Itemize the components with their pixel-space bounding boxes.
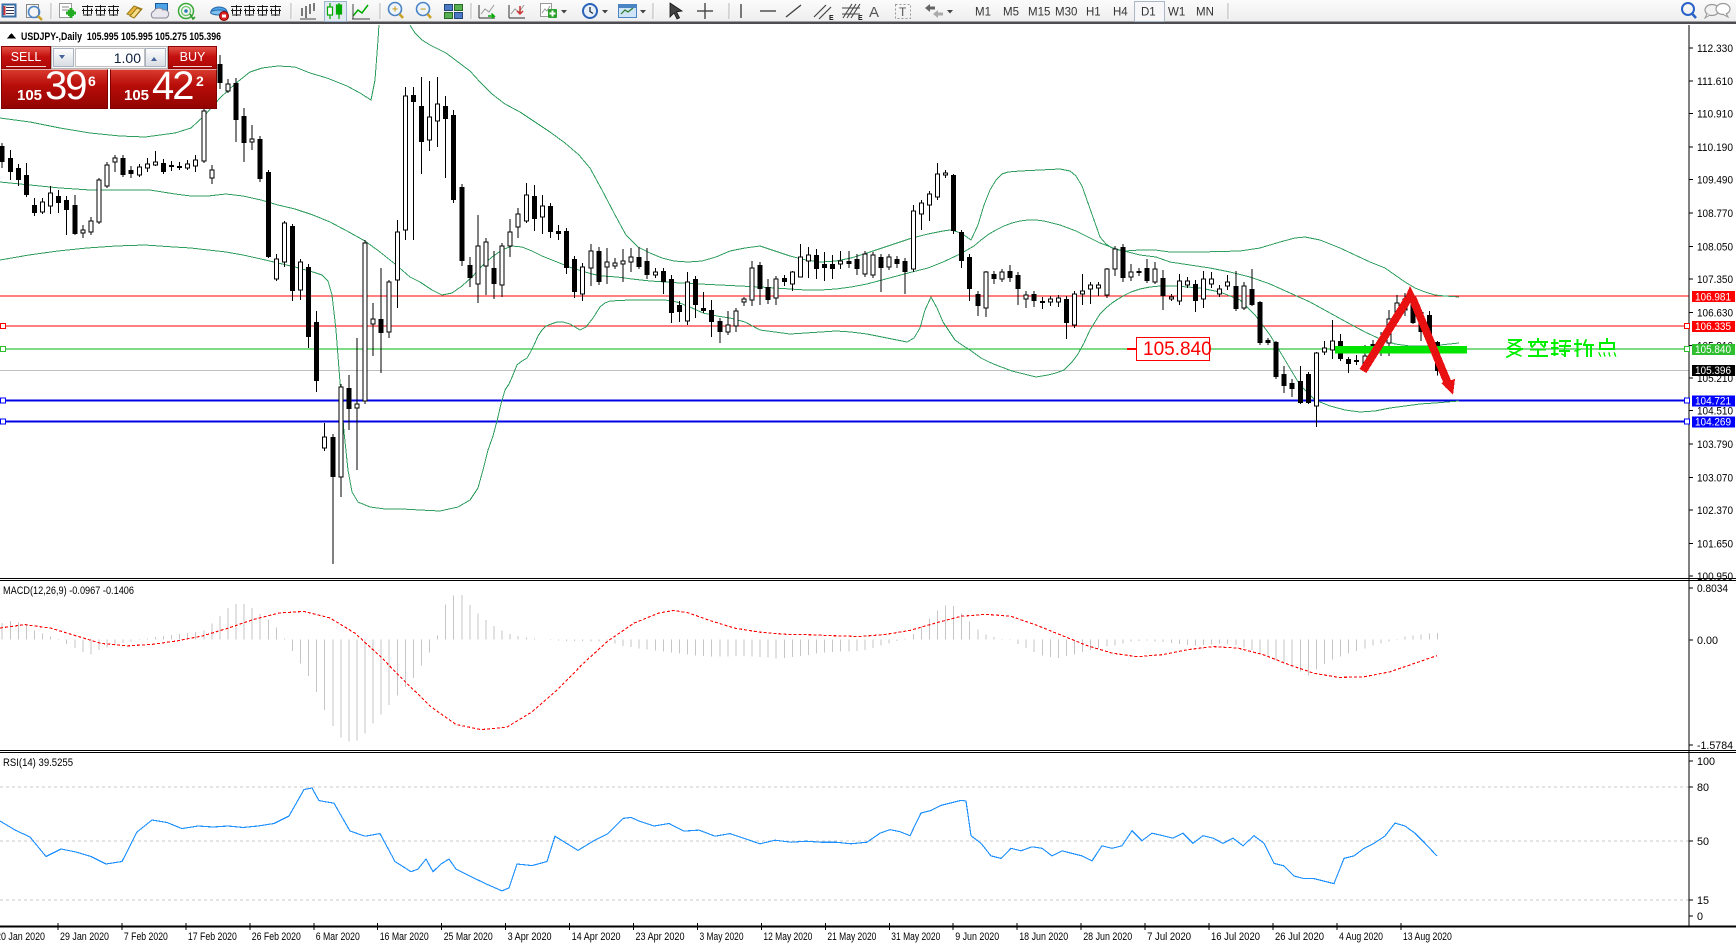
svg-text:106.630: 106.630 [1697,307,1733,319]
svg-text:3 May 2020: 3 May 2020 [700,931,744,943]
svg-text:110.910: 110.910 [1697,109,1733,121]
svg-text:31 May 2020: 31 May 2020 [891,931,940,943]
svg-text:25 Mar 2020: 25 Mar 2020 [444,931,493,943]
svg-text:26 Jul 2020: 26 Jul 2020 [1275,931,1324,943]
svg-text:14 Apr 2020: 14 Apr 2020 [572,931,621,943]
svg-text:15: 15 [1697,895,1709,907]
svg-text:0: 0 [1697,911,1703,923]
svg-text:0.8034: 0.8034 [1697,583,1728,595]
svg-text:M15: M15 [1028,7,1050,19]
svg-text:101.650: 101.650 [1697,538,1733,550]
svg-text:7 Jul 2020: 7 Jul 2020 [1147,931,1191,943]
svg-text:RSI(14) 39.5255: RSI(14) 39.5255 [3,757,73,769]
svg-text:108.770: 108.770 [1697,208,1733,220]
svg-text:12 May 2020: 12 May 2020 [763,931,812,943]
svg-text:T: T [899,5,907,19]
svg-text:6 Mar 2020: 6 Mar 2020 [316,931,360,943]
svg-text:103.070: 103.070 [1697,473,1733,485]
svg-text:20 Jan 2020: 20 Jan 2020 [0,931,45,943]
svg-text:108.050: 108.050 [1697,241,1733,253]
svg-text:MN: MN [1196,7,1214,19]
svg-text:4 Aug 2020: 4 Aug 2020 [1339,931,1383,943]
svg-text:W1: W1 [1168,7,1185,19]
svg-text:28 Jun 2020: 28 Jun 2020 [1083,931,1132,943]
svg-text:29 Jan 2020: 29 Jan 2020 [60,931,109,943]
svg-text:17 Feb 2020: 17 Feb 2020 [188,931,237,943]
svg-text:E: E [829,15,834,22]
svg-text:106.335: 106.335 [1695,321,1731,333]
svg-text:109.490: 109.490 [1697,175,1733,187]
svg-text:0.00: 0.00 [1697,635,1718,647]
svg-text:107.350: 107.350 [1697,274,1733,286]
svg-text:106.981: 106.981 [1695,291,1731,303]
svg-text:M5: M5 [1003,7,1019,19]
svg-text:26 Feb 2020: 26 Feb 2020 [252,931,301,943]
svg-text:-1.5784: -1.5784 [1697,740,1733,752]
svg-text:16 Jul 2020: 16 Jul 2020 [1211,931,1260,943]
svg-text:110.190: 110.190 [1697,142,1733,154]
svg-text:+: + [392,5,398,16]
svg-text:USDJPY-,Daily 105.995 105.995: USDJPY-,Daily 105.995 105.995 105.275 10… [21,31,221,43]
svg-text:D1: D1 [1141,7,1156,19]
svg-text:105.840: 105.840 [1695,344,1731,356]
svg-text:21 May 2020: 21 May 2020 [827,931,876,943]
svg-text:16 Mar 2020: 16 Mar 2020 [380,931,429,943]
svg-text:23 Apr 2020: 23 Apr 2020 [636,931,685,943]
svg-text:H4: H4 [1113,7,1128,19]
svg-text:80: 80 [1697,782,1709,794]
svg-text:50: 50 [1697,836,1709,848]
svg-text:E: E [858,15,863,22]
svg-text:102.370: 102.370 [1697,505,1733,517]
svg-text:M1: M1 [975,7,991,19]
svg-text:111.610: 111.610 [1697,76,1733,88]
svg-text:104.721: 104.721 [1695,396,1731,408]
svg-text:100.950: 100.950 [1697,571,1733,583]
svg-text:18 Jun 2020: 18 Jun 2020 [1019,931,1068,943]
svg-text:100: 100 [1697,756,1715,768]
svg-text:105.840: 105.840 [1143,339,1212,360]
svg-text:A: A [869,4,879,21]
svg-text:105.396: 105.396 [1695,365,1731,377]
svg-text:9 Jun 2020: 9 Jun 2020 [955,931,999,943]
svg-text:112.330: 112.330 [1697,43,1733,55]
svg-text:104.269: 104.269 [1695,417,1731,429]
svg-text:M30: M30 [1055,7,1077,19]
svg-text:103.790: 103.790 [1697,439,1733,451]
svg-text:105.210: 105.210 [1697,373,1733,385]
svg-text:3 Apr 2020: 3 Apr 2020 [508,931,552,943]
svg-text:−: − [420,5,426,16]
svg-text:7 Feb 2020: 7 Feb 2020 [124,931,168,943]
svg-text:13 Aug 2020: 13 Aug 2020 [1403,931,1452,943]
svg-text:104.510: 104.510 [1697,406,1733,418]
svg-text:MACD(12,26,9) -0.0967 -0.1406: MACD(12,26,9) -0.0967 -0.1406 [3,585,134,597]
svg-text:H1: H1 [1086,7,1101,19]
